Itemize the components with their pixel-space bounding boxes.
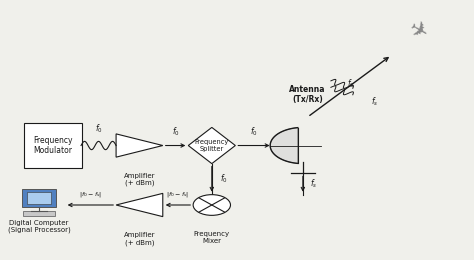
Polygon shape — [116, 193, 163, 217]
FancyBboxPatch shape — [22, 189, 55, 207]
Text: Antenna
(Tx/Rx): Antenna (Tx/Rx) — [289, 85, 326, 104]
Text: $f_0$: $f_0$ — [220, 173, 228, 185]
FancyBboxPatch shape — [27, 192, 51, 204]
FancyBboxPatch shape — [24, 123, 82, 168]
Text: ✈: ✈ — [404, 18, 430, 45]
Text: $f_0$: $f_0$ — [250, 126, 258, 138]
Polygon shape — [270, 128, 298, 163]
Text: $|f_0 - f_s|$: $|f_0 - f_s|$ — [79, 190, 102, 199]
Polygon shape — [116, 134, 163, 157]
Text: $|f_0 - f_s|$: $|f_0 - f_s|$ — [166, 190, 190, 199]
Text: $f_s$: $f_s$ — [371, 95, 378, 108]
Text: Digital Computer
(Signal Processor): Digital Computer (Signal Processor) — [8, 220, 71, 233]
Text: Amplifier
(+ dBm): Amplifier (+ dBm) — [124, 173, 155, 186]
Text: $f_0$: $f_0$ — [95, 122, 102, 135]
FancyBboxPatch shape — [23, 211, 55, 216]
Text: Frequency
Modulator: Frequency Modulator — [33, 136, 73, 155]
Circle shape — [193, 195, 230, 215]
Text: $f_s$: $f_s$ — [310, 178, 317, 190]
Text: $f_0$: $f_0$ — [347, 77, 355, 89]
Text: Amplifier
(+ dBm): Amplifier (+ dBm) — [124, 232, 155, 246]
Text: $f_0$: $f_0$ — [172, 126, 180, 138]
Text: Frequency
Mixer: Frequency Mixer — [194, 231, 230, 244]
Text: Frequency
Splitter: Frequency Splitter — [195, 139, 229, 152]
Polygon shape — [188, 127, 236, 164]
